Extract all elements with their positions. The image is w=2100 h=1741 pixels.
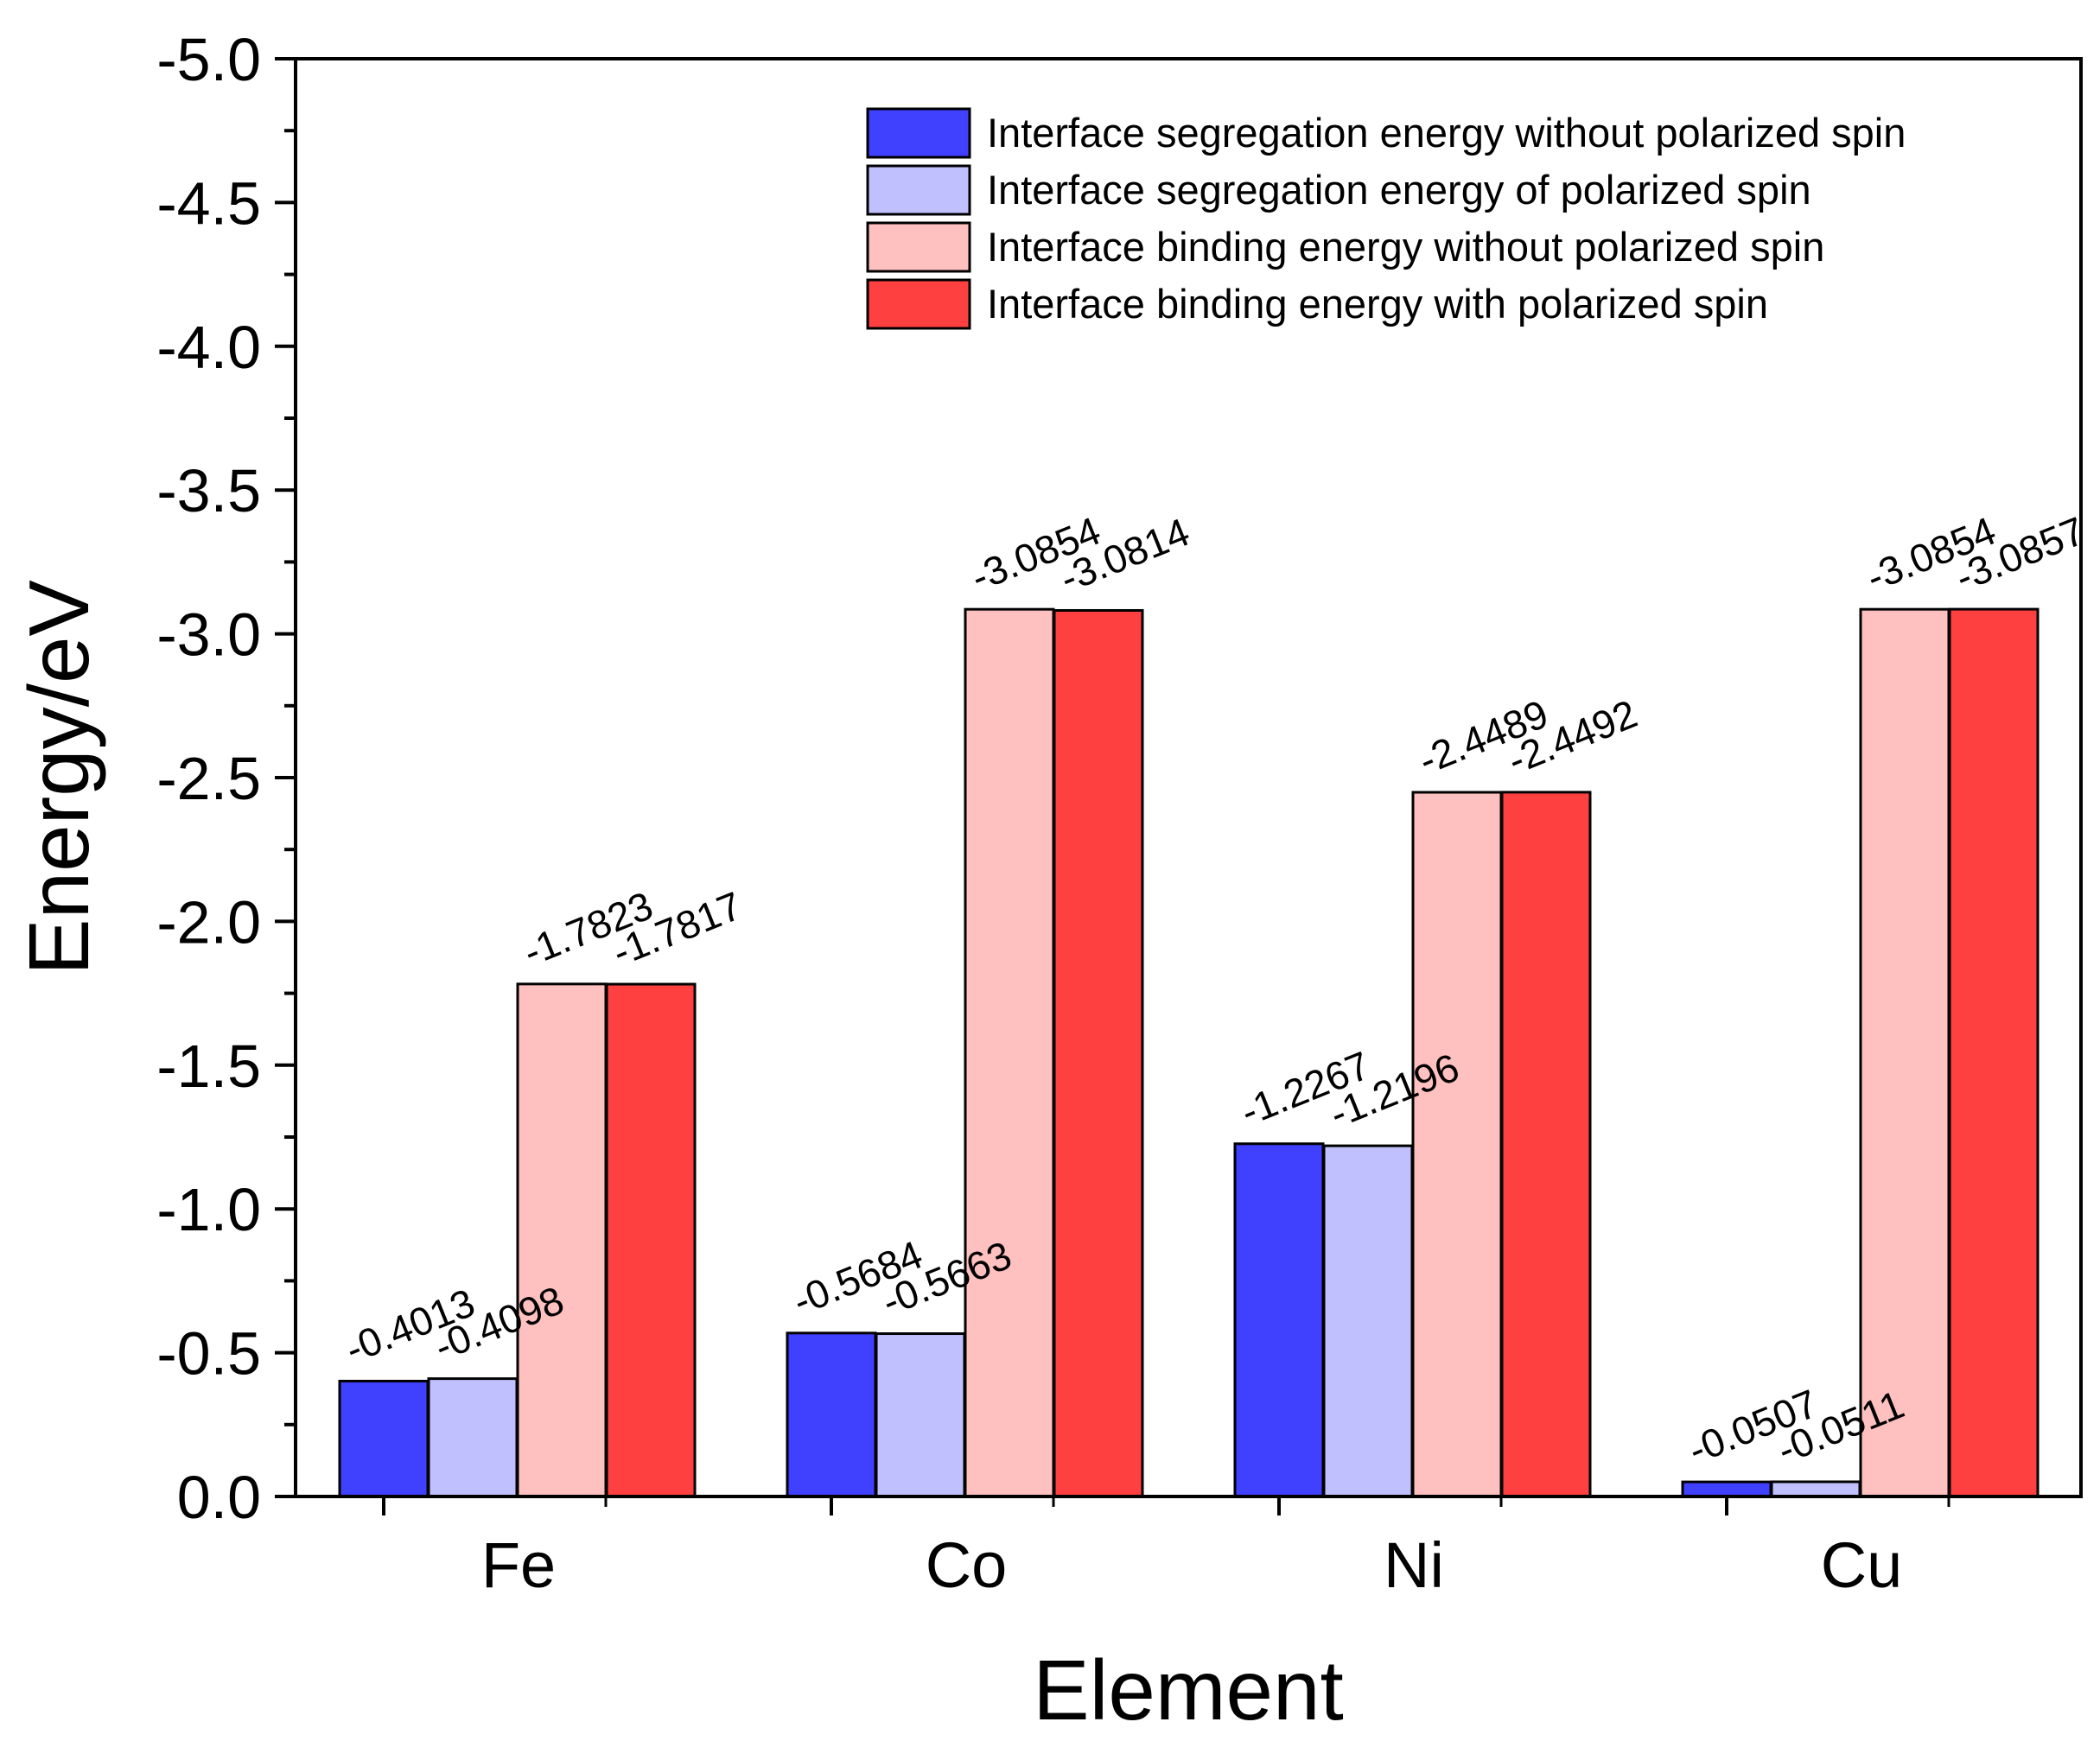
bar-ni-series-1 <box>1233 1142 1325 1498</box>
legend-entry-label: Interface segregation energy of polarize… <box>987 167 1811 213</box>
y-axis-title: Energy/eV <box>11 580 106 975</box>
y-tick-label: -2.0 <box>156 888 261 956</box>
bar-fe-series-4 <box>605 982 697 1498</box>
y-tick-label: -3.0 <box>156 601 261 669</box>
y-tick-label: -1.0 <box>156 1176 261 1243</box>
bar-co-series-1 <box>786 1331 877 1498</box>
legend: Interface segregation energy without pol… <box>866 107 1906 330</box>
x-category-label: Fe <box>481 1529 556 1601</box>
bar-fe-series-3 <box>516 982 608 1498</box>
y-tick-label: -2.5 <box>156 745 261 812</box>
bar-cu-series-1 <box>1681 1480 1772 1498</box>
y-tick-label: -4.5 <box>156 169 261 237</box>
legend-entry-label: Interface segregation energy without pol… <box>987 110 1906 156</box>
bars-layer <box>338 607 2040 1498</box>
bar-ni-series-4 <box>1500 791 1592 1498</box>
legend-swatch <box>866 221 971 273</box>
x-axis-title: Element <box>1033 1643 1344 1738</box>
bar-fe-series-2 <box>427 1377 519 1498</box>
y-tick-label: -4.0 <box>156 314 261 381</box>
x-category-label: Cu <box>1821 1529 1903 1601</box>
y-tick-label: -0.5 <box>156 1320 261 1388</box>
legend-entry-label: Interface binding energy with polarized … <box>987 281 1768 327</box>
bar-co-series-2 <box>875 1332 966 1498</box>
legend-swatch <box>866 278 971 330</box>
bar-co-series-3 <box>964 607 1055 1498</box>
bar-cu-series-2 <box>1770 1480 1861 1498</box>
y-tick-label: 0.0 <box>177 1464 261 1531</box>
y-tick-label: -1.5 <box>156 1033 261 1100</box>
legend-entry-label: Interface binding energy without polariz… <box>987 224 1824 270</box>
x-category-label: Co <box>926 1529 1008 1601</box>
y-tick-label: -3.5 <box>156 457 261 524</box>
legend-swatch <box>866 164 971 216</box>
bar-ni-series-3 <box>1411 791 1503 1498</box>
x-category-label: Ni <box>1384 1529 1444 1601</box>
bar-cu-series-4 <box>1948 607 2040 1498</box>
plot-area-frame <box>294 57 2083 1498</box>
legend-swatch <box>866 107 971 159</box>
bar-ni-series-2 <box>1322 1144 1414 1498</box>
bar-fe-series-1 <box>338 1379 430 1498</box>
bar-co-series-4 <box>1053 609 1144 1498</box>
y-tick-label: -5.0 <box>156 26 261 93</box>
bar-cu-series-3 <box>1859 607 1950 1498</box>
